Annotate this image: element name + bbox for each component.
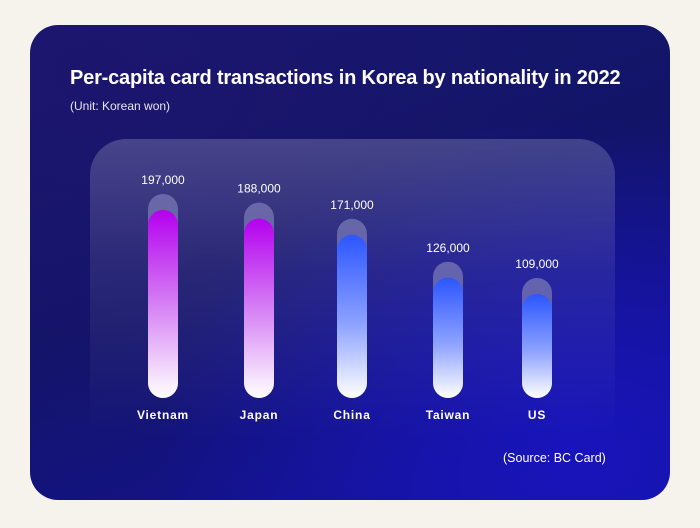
category-label-taiwan: Taiwan [426, 408, 471, 422]
category-label-us: US [528, 408, 546, 422]
value-label-vietnam: 197,000 [141, 173, 185, 187]
bar-japan [244, 218, 274, 398]
source-note: (Source: BC Card) [503, 451, 606, 465]
bar-us [522, 293, 552, 398]
bar-vietnam [148, 210, 178, 398]
value-label-us: 109,000 [515, 257, 559, 271]
value-label-taiwan: 126,000 [426, 241, 470, 255]
bar-chart: 197,000 Vietnam 188,000 Japan 171,000 China 12… [137, 173, 559, 422]
chart-subtitle: (Unit: Korean won) [70, 99, 171, 113]
value-label-china: 171,000 [330, 198, 374, 212]
chart-title: Per-capita card transactions in Korea by… [70, 67, 621, 89]
chart-card: Per-capita card transactions in Korea by… [30, 25, 670, 500]
value-label-japan: 188,000 [237, 182, 281, 196]
category-label-vietnam: Vietnam [137, 408, 189, 422]
bar-china [337, 234, 367, 398]
category-label-japan: Japan [240, 408, 279, 422]
category-label-china: China [333, 408, 370, 422]
bar-taiwan [433, 277, 463, 398]
